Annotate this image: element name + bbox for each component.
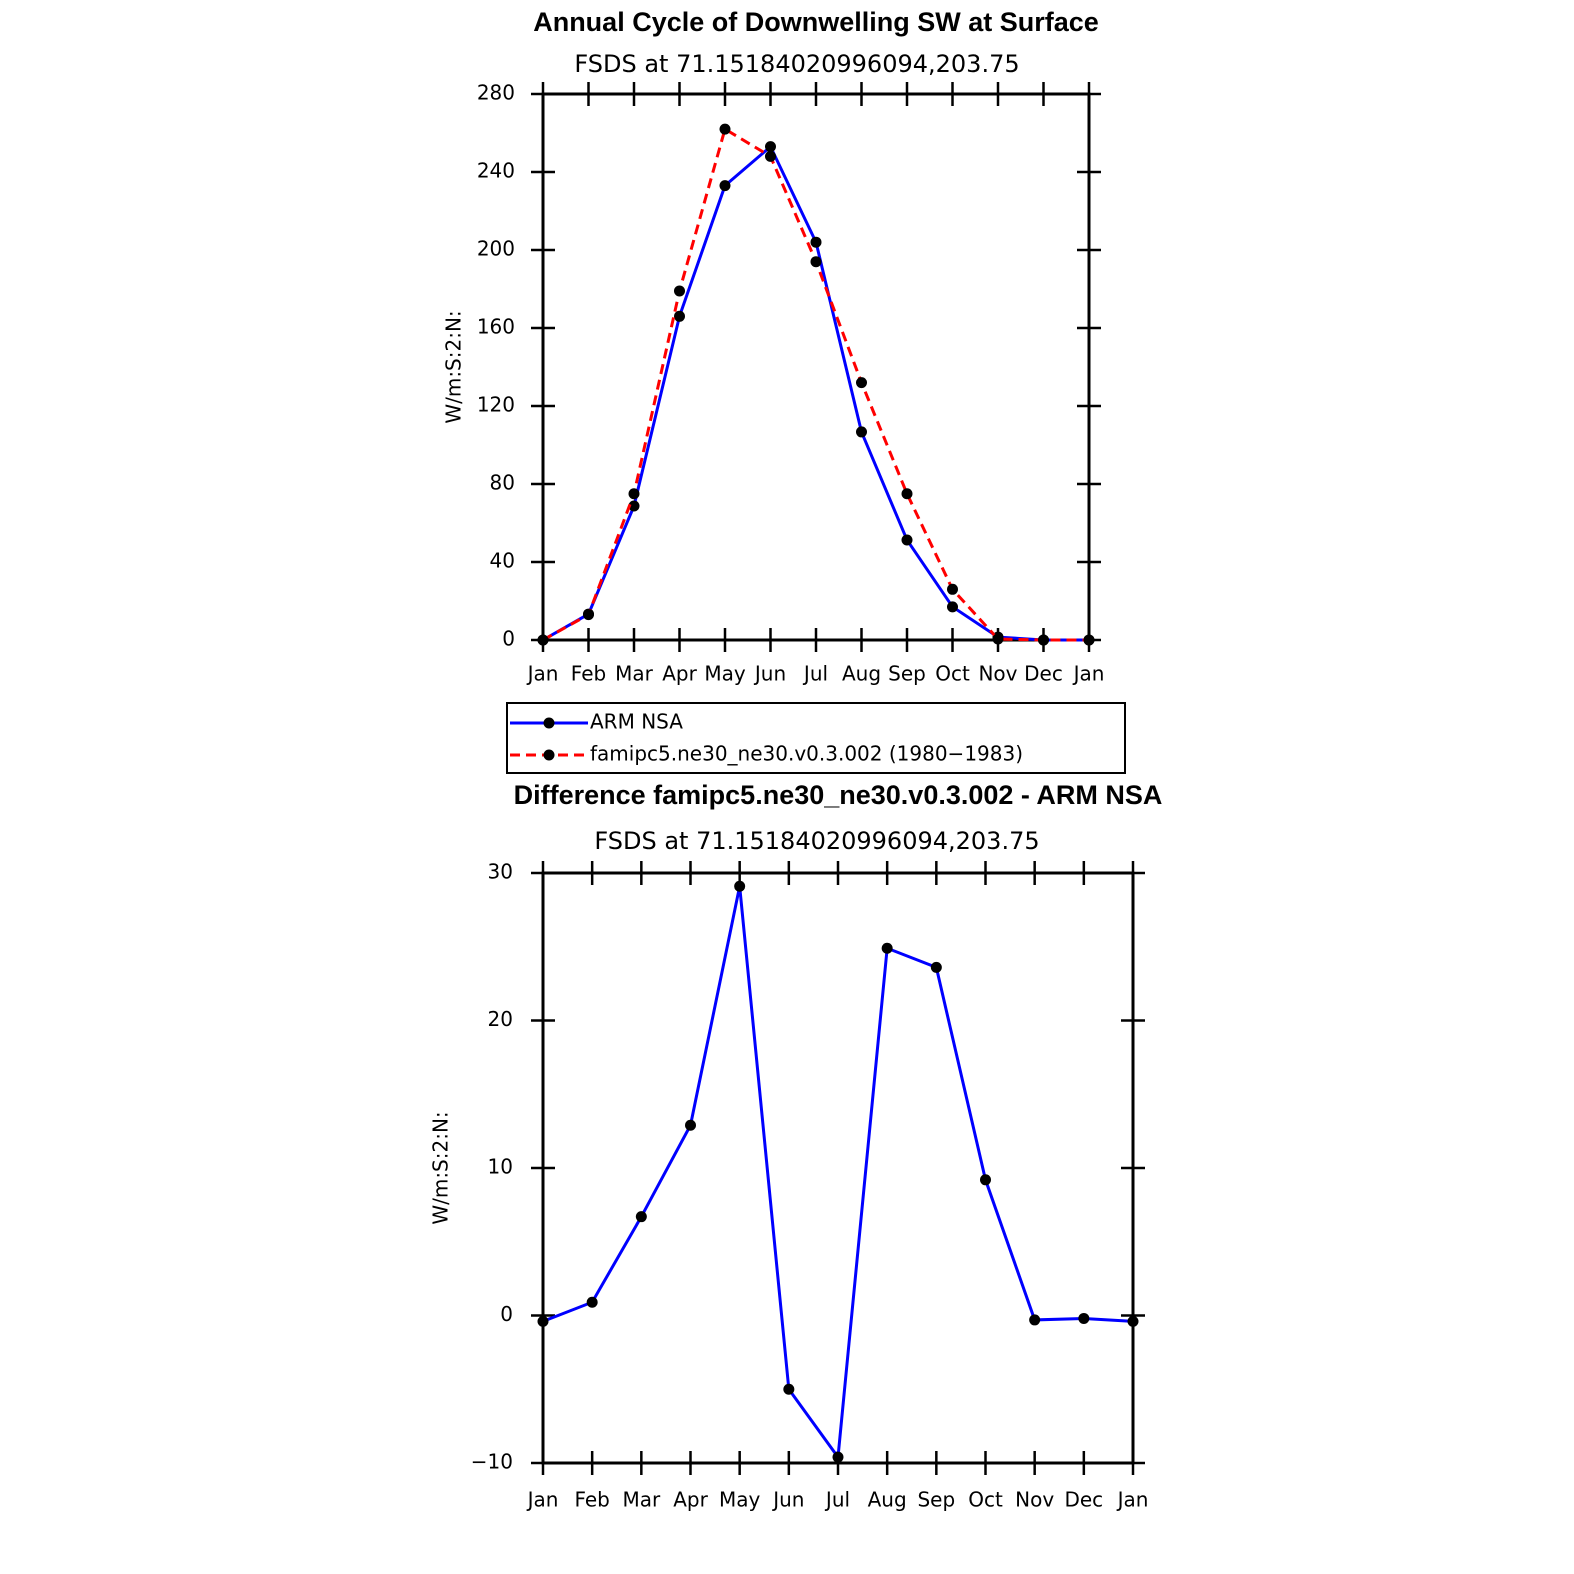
- y-tick-label: 120: [477, 393, 515, 417]
- marker: [1127, 1315, 1139, 1327]
- x-tick-label: Aug: [868, 1488, 907, 1512]
- y-tick-label: 240: [477, 159, 515, 183]
- x-tick-label: Jul: [824, 1488, 850, 1512]
- legend-box: [506, 702, 1126, 774]
- marker: [980, 1174, 991, 1186]
- marker: [947, 601, 958, 613]
- x-tick-label: Dec: [1064, 1488, 1103, 1512]
- marker: [881, 942, 893, 954]
- marker: [930, 961, 942, 973]
- chart-title: Annual Cycle of Downwelling SW at Surfac…: [533, 7, 1099, 37]
- marker: [685, 1119, 696, 1131]
- y-tick-label: 30: [488, 860, 513, 884]
- x-tick-label: Feb: [571, 662, 606, 686]
- marker: [674, 285, 685, 297]
- marker: [810, 236, 822, 248]
- x-tick-label: Jan: [526, 1488, 559, 1512]
- x-tick-label: Jul: [802, 662, 828, 686]
- marker: [719, 180, 731, 192]
- series-line: [542, 144, 1089, 642]
- x-tick-label: Sep: [917, 1488, 955, 1512]
- x-tick-label: Sep: [888, 662, 926, 686]
- x-tick-label: Oct: [935, 662, 970, 686]
- marker: [832, 1451, 844, 1463]
- chart-subtitle: FSDS at 71.15184020996094,203.75: [594, 827, 1039, 855]
- x-tick-label: Jan: [526, 662, 559, 686]
- marker: [947, 583, 958, 595]
- marker: [674, 310, 685, 322]
- marker: [1029, 1314, 1041, 1326]
- y-tick-label: 80: [490, 471, 515, 495]
- marker: [810, 256, 822, 268]
- y-tick-label: 10: [488, 1155, 513, 1179]
- y-tick-label: −10: [471, 1450, 513, 1474]
- x-tick-label: Apr: [662, 662, 697, 686]
- chart-subtitle: FSDS at 71.15184020996094,203.75: [574, 50, 1019, 78]
- chart-title: Difference famipc5.ne30_ne30.v0.3.002 - …: [514, 780, 1163, 810]
- y-tick-label: 0: [502, 627, 515, 651]
- x-tick-label: Jun: [771, 1488, 804, 1512]
- marker: [537, 1315, 549, 1327]
- x-tick-label: Mar: [615, 662, 654, 686]
- marker: [783, 1383, 795, 1395]
- marker: [635, 1211, 647, 1223]
- marker: [1078, 1312, 1090, 1324]
- marker: [586, 1296, 598, 1308]
- y-tick-label: 0: [500, 1302, 513, 1326]
- legend-marker: [543, 749, 555, 761]
- marker: [992, 633, 1004, 645]
- marker: [1083, 634, 1095, 646]
- y-axis-label: W/m:S:2:N:: [442, 310, 466, 423]
- legend-marker: [543, 717, 555, 729]
- x-tick-label: Aug: [842, 662, 881, 686]
- marker: [765, 141, 776, 153]
- plot-frame: [541, 92, 1091, 642]
- marker: [628, 488, 640, 500]
- x-tick-label: Oct: [968, 1488, 1003, 1512]
- x-tick-label: Nov: [1015, 1488, 1054, 1512]
- marker: [765, 150, 776, 162]
- marker: [856, 377, 867, 389]
- marker: [537, 634, 549, 646]
- marker: [901, 534, 913, 546]
- marker: [628, 500, 640, 512]
- y-axis-label: W/m:S:2:N:: [429, 1111, 453, 1224]
- legend-label: ARM NSA: [590, 710, 683, 734]
- x-tick-label: Feb: [574, 1488, 609, 1512]
- marker: [583, 609, 594, 621]
- x-tick-label: Jun: [753, 662, 786, 686]
- marker: [1038, 634, 1049, 646]
- y-tick-label: 160: [477, 315, 515, 339]
- y-tick-label: 40: [490, 549, 515, 573]
- y-tick-label: 200: [477, 237, 515, 261]
- series-line: [542, 885, 1134, 1462]
- y-tick-label: 280: [477, 81, 515, 105]
- marker: [734, 880, 746, 892]
- x-tick-label: Dec: [1024, 662, 1063, 686]
- series-line: [542, 126, 1089, 642]
- plot-frame: [541, 871, 1135, 1465]
- x-tick-label: May: [704, 662, 746, 686]
- x-tick-label: May: [719, 1488, 761, 1512]
- legend-label: famipc5.ne30_ne30.v0.3.002 (1980−1983): [590, 742, 1023, 766]
- x-tick-label: Jan: [1116, 1488, 1149, 1512]
- marker: [856, 426, 867, 438]
- x-tick-label: Nov: [978, 662, 1017, 686]
- marker: [901, 488, 913, 500]
- x-tick-label: Mar: [622, 1488, 661, 1512]
- x-tick-label: Apr: [673, 1488, 708, 1512]
- x-tick-label: Jan: [1072, 662, 1105, 686]
- marker: [719, 123, 731, 135]
- y-tick-label: 20: [488, 1007, 513, 1031]
